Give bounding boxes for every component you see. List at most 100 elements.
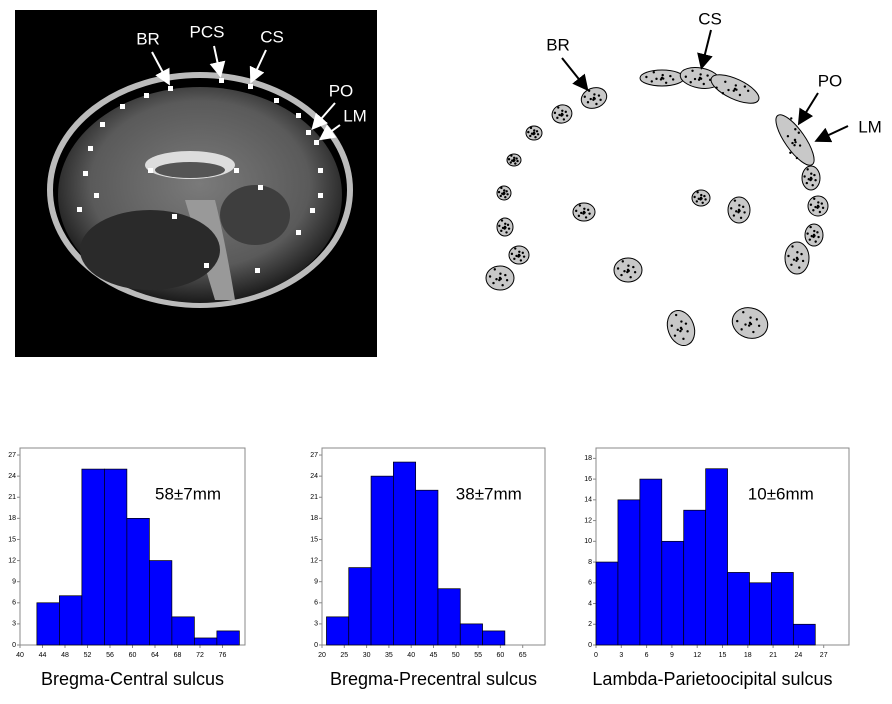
scatter-dot <box>812 233 816 237</box>
scatter-dot <box>645 75 648 79</box>
scatter-dot <box>809 178 812 182</box>
annotation: 38±7mm <box>456 484 522 503</box>
scatter-dot <box>739 216 743 220</box>
y-tick-label: 0 <box>588 642 592 649</box>
scatter-dot <box>790 263 793 267</box>
scatter-dot <box>798 266 801 269</box>
y-tick-label: 15 <box>8 536 16 543</box>
scatter-dot <box>684 322 688 325</box>
x-tick-label: 24 <box>795 652 803 659</box>
y-tick-label: 24 <box>8 473 16 480</box>
x-tick-label: 55 <box>474 652 482 659</box>
scatter-dot <box>793 144 796 147</box>
scatter-dot <box>816 204 820 208</box>
scatter-dot <box>743 211 746 214</box>
scatter-dot <box>493 268 496 271</box>
x-tick-label: 44 <box>39 652 47 659</box>
scatter-dot <box>679 326 683 330</box>
y-tick-label: 12 <box>310 557 318 564</box>
scatter-dot <box>795 259 798 262</box>
x-tick-label: 27 <box>820 652 828 659</box>
x-tick-label: 15 <box>719 652 727 659</box>
scatter-dot <box>505 279 509 282</box>
scatter-dot <box>702 82 705 86</box>
scatter-dot <box>518 250 521 253</box>
bar <box>149 560 173 646</box>
landmark-label: PCS <box>190 22 225 41</box>
bar <box>104 468 128 646</box>
y-tick-label: 6 <box>12 600 16 607</box>
y-tick-label: 14 <box>584 497 592 504</box>
x-tick-label: 60 <box>129 652 137 659</box>
scatter-dot <box>695 200 699 203</box>
scatter-dot <box>791 245 794 248</box>
x-tick-label: 40 <box>16 652 24 659</box>
scatter-dot <box>592 96 596 100</box>
scatter-dot <box>737 208 741 212</box>
x-tick-label: 20 <box>318 652 326 659</box>
scatter-dot <box>813 197 816 201</box>
scatter-dot <box>693 195 696 199</box>
scatter-dot <box>811 184 814 187</box>
scatter-dot <box>813 173 816 177</box>
histogram: 0 3 6 9 12 15 18 21 24 27 40 44 48 52 56 60 64 68 72 76 58±7… <box>8 447 246 689</box>
x-tick-label: 3 <box>619 652 623 659</box>
scatter-dot <box>633 271 637 274</box>
scatter-dot <box>818 210 822 214</box>
y-tick-label: 15 <box>310 536 318 543</box>
scatter-dot <box>792 258 796 261</box>
scatter-dot <box>733 199 737 202</box>
x-axis-label: Bregma-Central sulcus <box>41 669 224 689</box>
scatter-dot <box>700 193 703 197</box>
scatter-dot <box>808 238 812 241</box>
mri-arrows <box>151 45 341 141</box>
scatter-dot <box>809 225 812 229</box>
scatter-dot <box>721 92 725 95</box>
x-axis-label: Bregma-Precentral sulcus <box>330 669 537 689</box>
scatter-dot <box>507 227 511 230</box>
scatter-dot <box>562 118 566 121</box>
scatter-dot <box>800 252 803 256</box>
y-tick-label: 10 <box>584 538 592 545</box>
scatter-dot <box>742 311 745 314</box>
scatter-dot <box>499 272 502 275</box>
scatter-dot <box>752 330 755 334</box>
scatter-dot <box>669 74 672 78</box>
y-tick-label: 27 <box>310 452 318 459</box>
scatter-dot <box>521 251 524 255</box>
scatter-dot <box>503 189 506 192</box>
scatter-dot <box>735 210 738 213</box>
scatter-dot <box>502 191 506 195</box>
scatter-dot <box>495 278 498 281</box>
scatter-dot <box>699 196 703 200</box>
scatter-dot <box>626 268 630 272</box>
scatter-dot <box>515 157 518 160</box>
scatter-dot <box>749 316 752 319</box>
scatter-dot <box>620 273 623 277</box>
scatter-dot <box>561 109 564 112</box>
scatter-dot <box>747 324 751 327</box>
scatter-dot <box>488 275 492 278</box>
scatter-dot <box>599 98 602 102</box>
scatter-dot <box>748 321 752 325</box>
scatter-dot <box>812 209 815 212</box>
scatter-dot <box>527 130 530 134</box>
scatter-dot <box>501 226 505 230</box>
scatter-dot <box>737 211 740 214</box>
scatter-dot <box>530 132 534 135</box>
scatter-dot <box>509 161 512 164</box>
scatter-dot <box>506 223 510 227</box>
scatter-dot <box>791 141 794 145</box>
scatter-dot <box>684 75 688 78</box>
scatter-dot <box>794 128 797 131</box>
bar <box>348 567 372 646</box>
scatter-dot <box>704 198 707 201</box>
scatter-dot <box>500 229 503 233</box>
scatter-dot <box>691 69 694 73</box>
x-tick-label: 18 <box>744 652 752 659</box>
y-tick-label: 4 <box>588 600 592 607</box>
scatter-dot <box>801 259 805 263</box>
scatter-dot <box>806 232 809 235</box>
landmark-label: CS <box>698 9 722 28</box>
bar <box>749 582 772 646</box>
